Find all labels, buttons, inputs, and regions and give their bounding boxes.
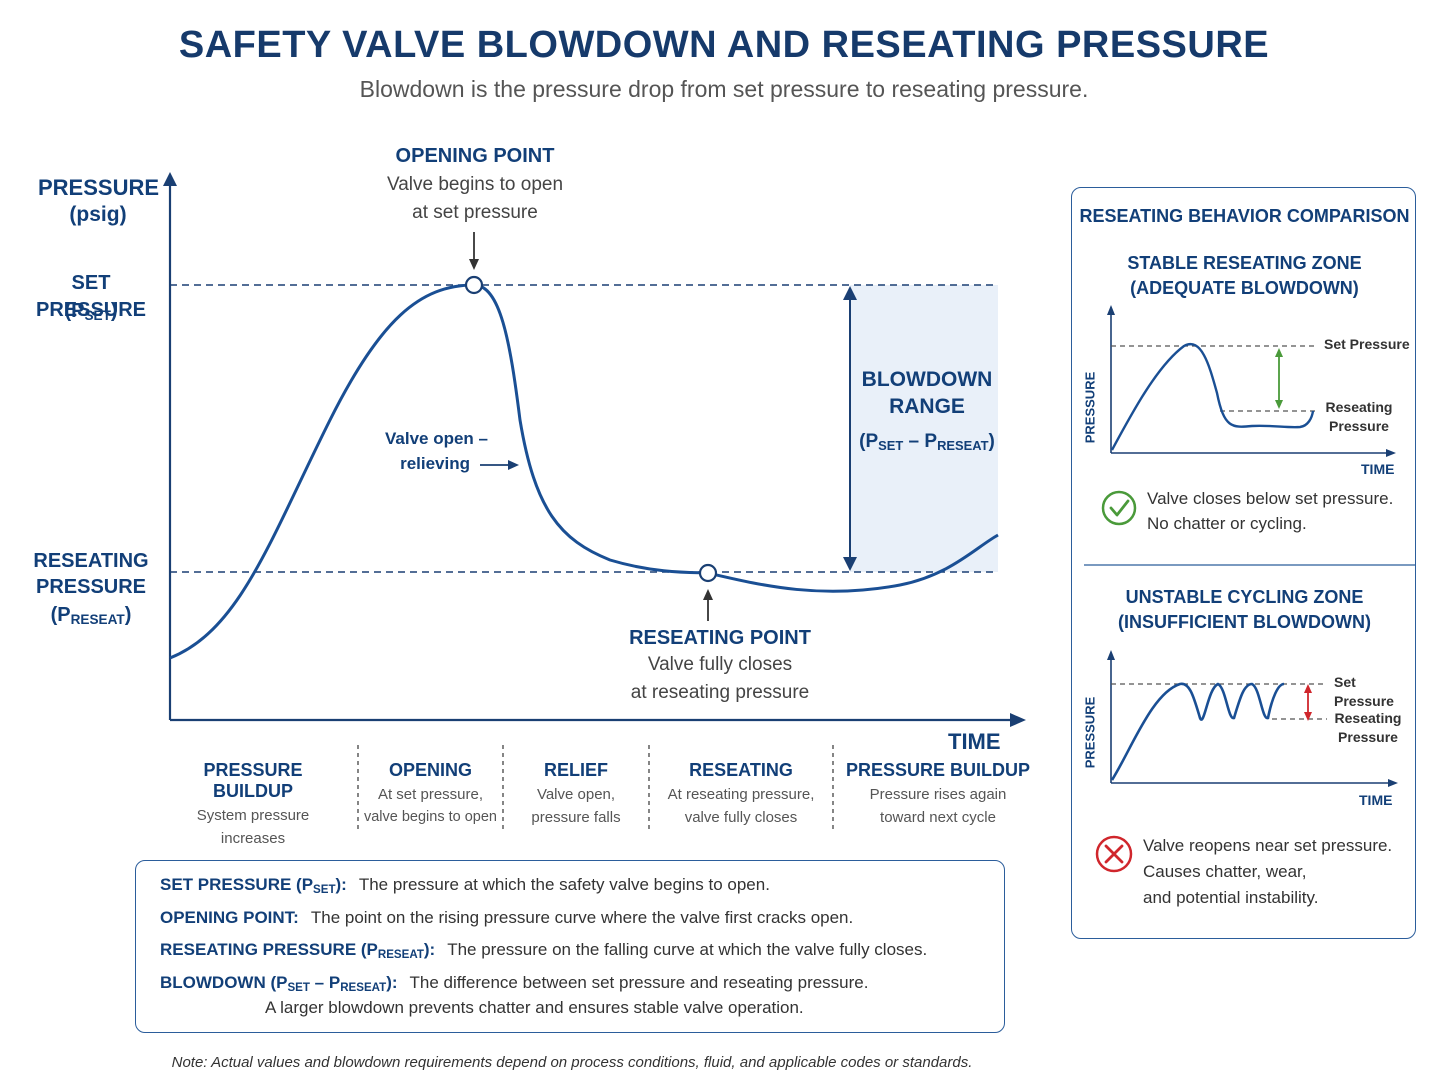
unstable-curve xyxy=(1110,682,1285,781)
side-panel-graphics xyxy=(1084,305,1415,873)
stable-curve xyxy=(1110,342,1315,451)
phase-reseating: RESEATING At reseating pressure, valve f… xyxy=(649,760,833,829)
x-axis-title: TIME xyxy=(948,729,1001,754)
phase-text: toward next cycle xyxy=(880,809,996,826)
phase-text: increases xyxy=(220,830,286,847)
phase-title: PRESSURE BUILDUP xyxy=(203,760,303,801)
phase-text: Pressure rises again xyxy=(869,786,1007,803)
unstable-set-pressure-label: Set Pressure xyxy=(1334,674,1394,709)
unstable-note-2: Causes chatter, wear, xyxy=(1143,862,1307,881)
definitions-box: SET PRESSURE (PSET): The pressure at whic… xyxy=(135,860,1005,1033)
stable-set-pressure-label: Set Pressure xyxy=(1324,336,1410,352)
stable-reseat-label-2: Pressure xyxy=(1329,418,1389,434)
unstable-x-axis-label: TIME xyxy=(1359,792,1393,808)
page-title: SAFETY VALVE BLOWDOWN AND RESEATING PRES… xyxy=(178,24,1270,66)
phase-title: RESEATING xyxy=(689,760,793,780)
stable-y-axis-label: PRESSURE xyxy=(1082,371,1098,444)
x-axis-arrowhead xyxy=(1010,713,1026,727)
blowdown-range-label-1: BLOWDOWN xyxy=(861,368,993,391)
phase-text: Valve open, xyxy=(536,786,616,803)
blowdown-range-label-2: RANGE xyxy=(889,395,965,418)
comparison-panel: RESEATING BEHAVIOR COMPARISON STABLE RES… xyxy=(1071,187,1416,939)
stable-note-1: Valve closes below set pressure. xyxy=(1147,489,1394,508)
unstable-y-axis-arrowhead xyxy=(1107,650,1115,660)
definition-blowdown-note: A larger blowdown prevents chatter and e… xyxy=(265,998,804,1017)
set-pressure-symbol: (PSET) xyxy=(64,300,118,323)
opening-pointer-arrowhead xyxy=(469,259,479,270)
definition-set-pressure: SET PRESSURE (PSET): The pressure at whic… xyxy=(160,875,770,896)
phase-text: System pressure xyxy=(196,807,310,824)
phase-title: OPENING xyxy=(388,760,472,780)
x-circle-icon xyxy=(1095,835,1133,873)
stable-reseat-label-1: Reseating xyxy=(1325,399,1393,415)
blowdown-formula: (PSET – PRESEAT) xyxy=(859,431,995,453)
phase-text: At reseating pressure, xyxy=(667,786,815,803)
opening-point-title: OPENING POINT xyxy=(395,145,555,167)
definition-blowdown: BLOWDOWN (PSET – PRESEAT): The difference… xyxy=(160,973,869,994)
stable-note-2: No chatter or cycling. xyxy=(1147,514,1307,533)
comparison-panel-title: RESEATING BEHAVIOR COMPARISON xyxy=(1079,206,1410,226)
y-axis-title: PRESSURE xyxy=(38,175,160,200)
stable-zone-title-2: (ADEQUATE BLOWDOWN) xyxy=(1130,278,1359,298)
phase-text: valve fully closes xyxy=(684,809,798,826)
phase-title: PRESSURE BUILDUP xyxy=(845,760,1031,780)
unstable-note-3: and potential instability. xyxy=(1143,888,1319,907)
valve-open-label-1: Valve open – xyxy=(385,429,488,448)
reseating-point-marker xyxy=(698,563,718,583)
stable-zone-title-1: STABLE RESEATING ZONE xyxy=(1127,253,1362,273)
stable-x-axis-arrowhead xyxy=(1386,449,1396,457)
page-subtitle: Blowdown is the pressure drop from set p… xyxy=(359,76,1089,102)
phase-pressure-buildup-1: PRESSURE BUILDUP System pressure increas… xyxy=(168,760,338,850)
phase-title: RELIEF xyxy=(543,760,608,780)
reseating-point-line2: at reseating pressure xyxy=(630,682,810,703)
phase-text: pressure falls xyxy=(531,809,621,826)
set-pressure-label: SET PRESSURE xyxy=(35,272,147,321)
opening-point-line1: Valve begins to open xyxy=(386,174,564,195)
unstable-zone-title-1: UNSTABLE CYCLING ZONE xyxy=(1125,587,1364,607)
reseating-pointer-arrowhead xyxy=(703,589,713,600)
definition-opening-point: OPENING POINT: The point on the rising pr… xyxy=(160,908,854,927)
stable-y-axis-arrowhead xyxy=(1107,305,1115,315)
definition-reseating-pressure: RESEATING PRESSURE (PRESEAT): The pressur… xyxy=(160,940,928,961)
phase-relief: RELIEF Valve open, pressure falls xyxy=(503,760,649,829)
unstable-zone-title-2: (INSUFFICIENT BLOWDOWN) xyxy=(1118,612,1371,632)
stable-x-axis-label: TIME xyxy=(1361,461,1395,477)
reseat-pressure-label-2: PRESSURE xyxy=(35,576,147,598)
blowdown-region xyxy=(850,285,998,572)
reseat-pressure-symbol: (PRESEAT) xyxy=(50,604,132,627)
reseating-point-title: RESEATING POINT xyxy=(629,627,811,649)
stable-blowdown-arrowhead-top xyxy=(1275,348,1283,357)
check-circle-icon xyxy=(1101,490,1137,526)
phase-text: valve begins to open xyxy=(363,809,497,825)
reseat-pressure-label-1: RESEATING xyxy=(33,550,149,572)
unstable-reseat-label-1: Reseating xyxy=(1334,710,1402,726)
footnote: Note: Actual values and blowdown require… xyxy=(171,1054,973,1071)
blowdown-arrowhead-bottom xyxy=(843,557,857,571)
opening-point-line2: at set pressure xyxy=(412,202,538,223)
valve-open-label-2: relieving xyxy=(400,454,470,473)
y-axis-arrowhead xyxy=(163,172,177,186)
phase-pressure-buildup-2: PRESSURE BUILDUP Pressure rises again to… xyxy=(843,760,1033,829)
blowdown-arrowhead-top xyxy=(843,286,857,300)
reseating-point-line1: Valve fully closes xyxy=(647,654,793,675)
unstable-note-1: Valve reopens near set pressure. xyxy=(1143,836,1393,855)
pressure-curve xyxy=(169,283,999,660)
unstable-reseat-label-2: Pressure xyxy=(1338,729,1398,745)
y-axis-unit: (psig) xyxy=(69,203,127,226)
unstable-blowdown-arrowhead-top xyxy=(1304,684,1312,693)
phase-opening: OPENING At set pressure, valve begins to… xyxy=(358,760,503,829)
opening-point-marker xyxy=(464,275,484,295)
phase-text: At set pressure, xyxy=(377,786,484,803)
stable-blowdown-arrowhead-bottom xyxy=(1275,400,1283,409)
unstable-y-axis-label: PRESSURE xyxy=(1082,696,1098,769)
unstable-blowdown-arrowhead-bottom xyxy=(1304,712,1312,721)
unstable-x-axis-arrowhead xyxy=(1388,779,1398,787)
valve-open-arrowhead xyxy=(508,460,519,470)
